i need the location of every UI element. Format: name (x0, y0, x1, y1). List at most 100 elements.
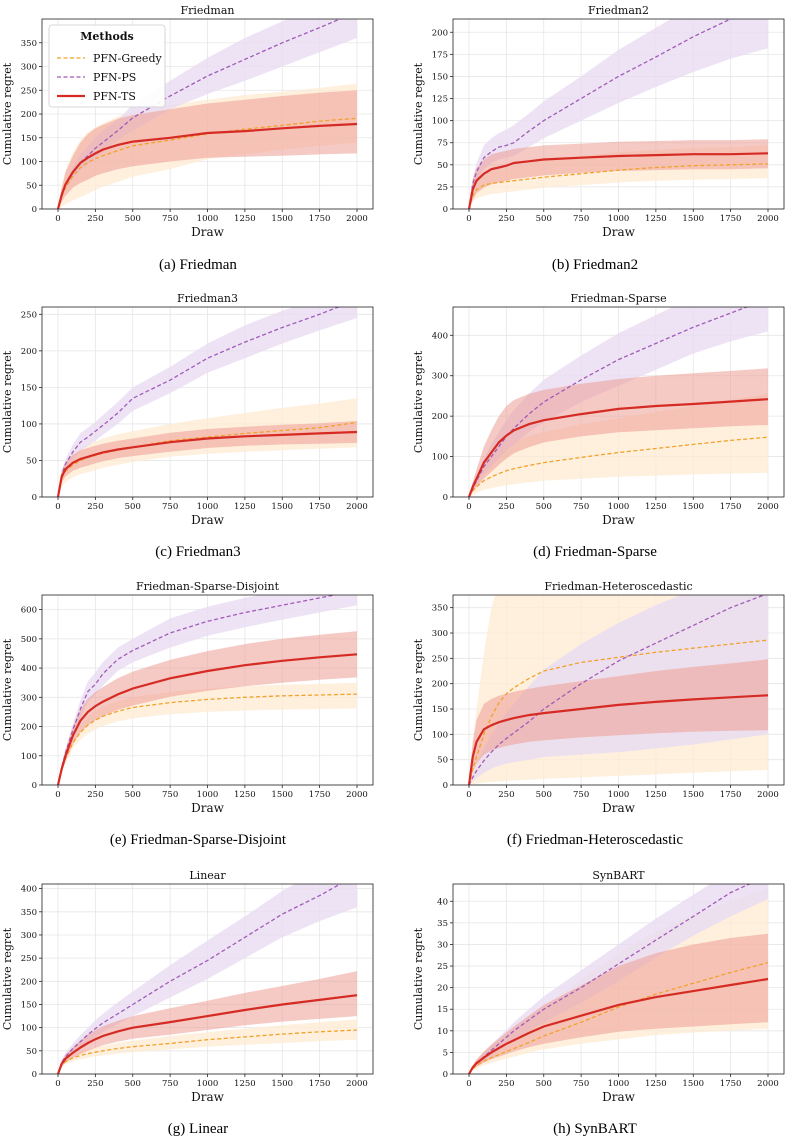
x-tick-label: 750 (573, 214, 589, 224)
y-tick-label: 200 (21, 977, 37, 987)
x-tick-label: 250 (498, 1079, 514, 1089)
band-ts (58, 421, 357, 497)
y-axis-label: Cumulative regret (1, 350, 14, 453)
x-tick-label: 1750 (309, 214, 331, 224)
x-tick-label: 250 (498, 790, 514, 800)
x-tick-label: 1750 (309, 1079, 331, 1089)
y-axis-label: Cumulative regret (1, 638, 14, 741)
chart-title: Friedman2 (588, 4, 649, 17)
x-tick-label: 1000 (608, 502, 630, 512)
x-axis-label: Draw (191, 801, 225, 815)
caption-a: (a) Friedman (159, 257, 237, 273)
y-tick-label: 300 (432, 372, 448, 382)
band-ps (58, 884, 357, 1074)
y-tick-label: 150 (432, 72, 448, 82)
y-tick-label: 25 (437, 962, 448, 972)
x-tick-label: 750 (162, 790, 178, 800)
caption-f: (f) Friedman-Heteroscedastic (506, 832, 684, 848)
x-tick-label: 1750 (309, 502, 331, 512)
legend-item-greedy: PFN-Greedy (93, 52, 162, 65)
x-tick-label: 750 (573, 790, 589, 800)
x-tick-label: 2000 (757, 1079, 779, 1089)
y-tick-label: 15 (437, 1005, 448, 1015)
line-greedy (57, 117, 358, 209)
x-tick-label: 1250 (645, 214, 667, 224)
y-tick-label: 100 (21, 158, 37, 168)
band-ts (58, 971, 357, 1074)
x-axis-label: Draw (191, 513, 225, 527)
x-tick-label: 1750 (309, 790, 331, 800)
x-tick-label: 1250 (645, 502, 667, 512)
y-tick-label: 150 (21, 134, 37, 144)
x-tick-label: 0 (55, 790, 60, 800)
x-tick-label: 1000 (608, 790, 630, 800)
x-tick-label: 0 (466, 502, 471, 512)
x-tick-label: 0 (466, 1079, 471, 1089)
line-ps (57, 884, 342, 1074)
x-tick-label: 1500 (682, 502, 704, 512)
band-ts (469, 368, 768, 497)
chart-title: Friedman3 (177, 292, 238, 305)
y-tick-label: 20 (437, 984, 448, 994)
x-tick-label: 2000 (346, 790, 368, 800)
line-ts (56, 653, 358, 785)
x-tick-label: 250 (498, 214, 514, 224)
caption-h: (h) SynBART (553, 1121, 637, 1137)
x-tick-label: 500 (125, 214, 141, 224)
y-tick-label: 0 (443, 493, 448, 503)
chart-title: Friedman (180, 4, 234, 17)
y-tick-label: 25 (437, 183, 448, 193)
x-tick-label: 0 (466, 214, 471, 224)
x-tick-label: 1750 (720, 214, 742, 224)
x-tick-label: 2000 (757, 502, 779, 512)
band-ts (469, 139, 768, 209)
x-tick-label: 0 (55, 1079, 60, 1089)
legend-item-ps: PFN-PS (93, 71, 136, 84)
line-ts (467, 694, 769, 785)
x-tick-label: 1500 (271, 502, 293, 512)
line-greedy (57, 693, 358, 785)
y-tick-label: 100 (432, 117, 448, 127)
panel-7: 0 250 500 750 1000 1250 1500 1750 2000 0 5 10 15 20 25… (412, 869, 785, 1104)
x-tick-label: 1000 (197, 502, 219, 512)
band-ps (58, 19, 357, 209)
x-axis-label: Draw (602, 225, 636, 239)
legend: Methods PFN-Greedy PFN-PS PFN-TS (48, 24, 166, 108)
x-tick-label: 500 (536, 790, 552, 800)
y-tick-label: 50 (26, 1047, 37, 1057)
y-tick-label: 200 (21, 723, 37, 733)
y-tick-label: 200 (21, 347, 37, 357)
y-tick-label: 50 (26, 181, 37, 191)
y-tick-label: 200 (432, 412, 448, 422)
y-tick-label: 5 (443, 1048, 448, 1058)
y-tick-label: 150 (21, 383, 37, 393)
y-tick-label: 250 (432, 654, 448, 664)
line-ps (468, 884, 751, 1074)
line-greedy (57, 421, 358, 497)
y-tick-label: 50 (437, 161, 448, 171)
band-ps (58, 307, 357, 497)
y-tick-label: 250 (21, 954, 37, 964)
y-tick-label: 50 (437, 756, 448, 766)
x-tick-label: 500 (125, 502, 141, 512)
x-tick-label: 0 (55, 214, 60, 224)
y-tick-label: 400 (21, 664, 37, 674)
x-tick-label: 250 (87, 790, 103, 800)
chart-title: Friedman-Sparse-Disjoint (136, 580, 280, 593)
line-ts (467, 152, 769, 209)
x-tick-label: 1500 (682, 790, 704, 800)
x-tick-label: 250 (498, 502, 514, 512)
y-tick-label: 250 (21, 310, 37, 320)
y-tick-label: 300 (21, 931, 37, 941)
x-tick-label: 750 (162, 1079, 178, 1089)
band-ts (469, 659, 768, 785)
x-tick-label: 1500 (682, 1079, 704, 1089)
y-tick-label: 350 (432, 604, 448, 614)
y-tick-label: 75 (437, 139, 448, 149)
y-tick-label: 100 (21, 1024, 37, 1034)
x-tick-label: 1500 (682, 214, 704, 224)
x-axis-label: Draw (602, 513, 636, 527)
x-tick-label: 1000 (608, 214, 630, 224)
y-tick-label: 400 (432, 331, 448, 341)
